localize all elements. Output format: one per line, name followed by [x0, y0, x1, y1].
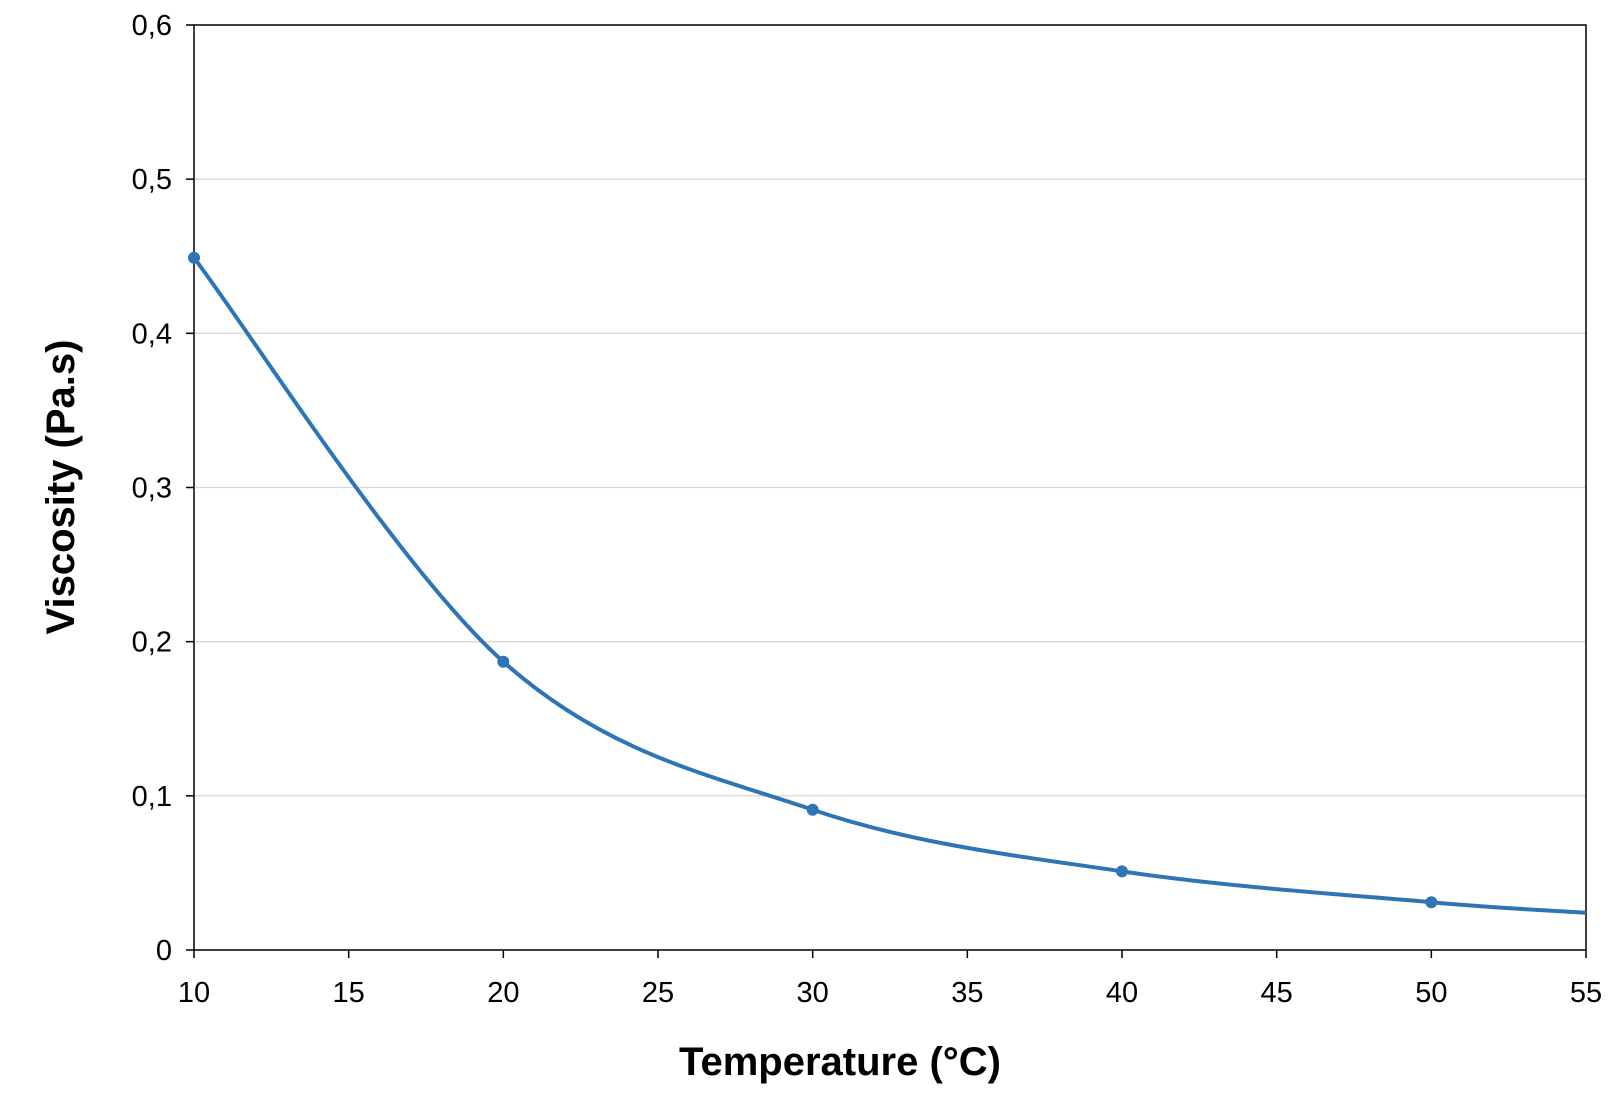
x-tick-label: 10: [178, 977, 210, 1009]
x-tick-label: 30: [797, 977, 829, 1009]
series-line: [192, 256, 1587, 915]
series-layer: [188, 251, 1587, 915]
data-point: [1425, 896, 1438, 909]
gridlines: [194, 178, 1586, 797]
x-axis-title: Temperature (°C): [679, 1040, 1001, 1084]
y-axis-ticks: 0 0,1 0,2 0,3 0,4 0,5 0,6: [132, 10, 194, 967]
x-tick-label: 45: [1261, 977, 1293, 1009]
x-tick-label: 20: [487, 977, 519, 1009]
x-tick-label: 40: [1106, 977, 1138, 1009]
y-tick-label: 0,3: [132, 473, 172, 505]
y-tick-label: 0,4: [132, 318, 172, 350]
x-tick-label: 55: [1570, 977, 1602, 1009]
y-tick-label: 0,1: [132, 781, 172, 813]
y-tick-label: 0: [156, 935, 172, 967]
y-tick-label: 0,6: [132, 10, 172, 42]
data-point: [806, 803, 819, 816]
x-tick-label: 25: [642, 977, 674, 1009]
x-tick-label: 15: [333, 977, 365, 1009]
x-axis-ticks: 10 15 20 25 30 35 40 45 50 55: [178, 950, 1602, 1009]
data-point: [1116, 865, 1128, 878]
y-tick-label: 0,2: [132, 627, 172, 659]
x-tick-label: 35: [951, 977, 983, 1009]
y-axis-title: Viscosity (Pa.s): [39, 340, 83, 635]
data-point: [188, 251, 200, 264]
data-point: [497, 655, 510, 668]
x-tick-label: 50: [1415, 977, 1447, 1009]
y-tick-label: 0,5: [132, 164, 172, 196]
